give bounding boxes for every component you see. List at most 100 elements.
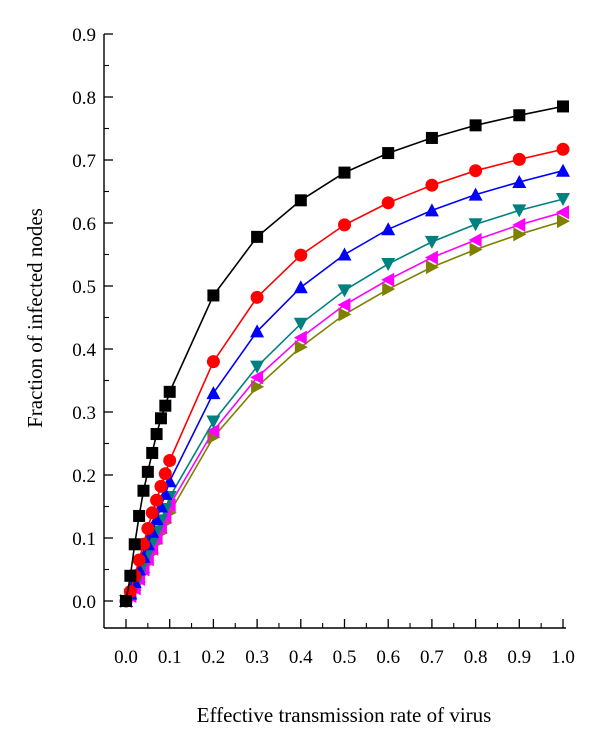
data-point <box>294 340 308 355</box>
data-point <box>293 330 307 345</box>
x-tick-label: 0.4 <box>289 647 313 668</box>
x-tick-label: 0.7 <box>420 647 444 668</box>
y-axis-title: Fraction of infected nodes <box>23 208 47 428</box>
data-point <box>424 203 439 217</box>
data-point <box>250 360 265 374</box>
data-point <box>120 595 132 607</box>
series-triangle-right <box>120 214 570 608</box>
x-axis-title: Effective transmission rate of virus <box>197 703 492 727</box>
data-point <box>128 538 141 551</box>
y-tick-label: 0.5 <box>72 277 96 298</box>
data-point <box>424 250 438 265</box>
data-point <box>425 260 439 275</box>
x-tick-label: 0.2 <box>202 647 226 668</box>
data-point <box>337 284 352 298</box>
y-tick-label: 0.8 <box>72 88 96 109</box>
y-tick-label: 0.4 <box>72 340 96 361</box>
data-point <box>132 553 146 567</box>
data-point <box>469 164 483 178</box>
series-line <box>125 169 564 602</box>
data-point <box>206 386 221 400</box>
data-point <box>512 204 527 218</box>
data-point <box>294 248 308 262</box>
data-point <box>469 119 482 132</box>
x-tick-label: 0.1 <box>158 647 182 668</box>
data-point <box>140 547 155 561</box>
data-point <box>294 194 307 207</box>
data-point <box>556 193 570 207</box>
data-point <box>124 569 137 582</box>
series-line <box>125 211 564 602</box>
data-point <box>150 493 164 507</box>
data-point <box>158 467 172 481</box>
series-line <box>125 105 564 602</box>
data-point <box>338 218 351 232</box>
x-tick-label: 0.0 <box>114 647 138 668</box>
x-tick-label: 0.9 <box>507 647 531 668</box>
data-point <box>150 428 163 441</box>
data-point <box>154 412 167 425</box>
data-point <box>206 415 221 429</box>
data-point <box>381 196 395 210</box>
y-tick-label: 0.0 <box>72 592 96 613</box>
data-point <box>154 479 168 493</box>
series-circle <box>119 142 570 608</box>
data-point <box>513 109 526 122</box>
data-point <box>512 175 527 189</box>
data-point <box>468 233 482 248</box>
data-point <box>338 307 352 322</box>
data-point <box>381 272 395 287</box>
data-point <box>133 509 146 522</box>
data-point <box>159 399 172 412</box>
data-point <box>425 178 439 192</box>
y-tick-label: 0.9 <box>72 25 96 46</box>
data-point <box>163 454 177 468</box>
x-tick-label: 1.0 <box>551 647 575 668</box>
data-point <box>146 446 159 459</box>
data-point <box>556 163 570 177</box>
data-point <box>141 465 154 478</box>
y-tick-label: 0.2 <box>72 466 96 487</box>
series-triangle-left <box>119 205 569 608</box>
data-point <box>556 205 569 220</box>
data-point <box>556 142 570 156</box>
data-point <box>512 152 526 166</box>
series-layer <box>119 100 570 608</box>
x-tick-label: 0.6 <box>376 647 400 668</box>
x-tick-label: 0.8 <box>464 647 488 668</box>
data-point <box>513 227 527 242</box>
data-point <box>382 147 395 160</box>
data-point <box>293 280 308 294</box>
data-point <box>337 297 351 312</box>
data-point <box>468 218 483 232</box>
data-point <box>141 522 155 536</box>
data-point <box>163 385 176 398</box>
y-tick-label: 0.6 <box>72 214 96 235</box>
data-point <box>512 217 526 232</box>
data-point <box>137 484 150 497</box>
data-point <box>557 100 569 113</box>
data-point <box>251 230 264 243</box>
data-point <box>250 370 264 385</box>
data-point <box>250 324 265 338</box>
y-tick-label: 0.1 <box>72 529 96 550</box>
data-point <box>468 187 483 201</box>
data-point <box>557 214 570 229</box>
x-tick-label: 0.5 <box>333 647 357 668</box>
data-point <box>251 379 265 394</box>
series-square <box>120 100 569 607</box>
data-point <box>206 423 220 438</box>
data-point <box>424 235 439 249</box>
data-point <box>381 257 396 271</box>
data-point <box>145 506 159 520</box>
y-tick-label: 0.3 <box>72 403 96 424</box>
y-tick-label: 0.7 <box>72 151 96 172</box>
data-point <box>206 355 220 369</box>
data-point <box>381 222 396 236</box>
data-point <box>293 317 308 331</box>
data-point <box>382 282 396 297</box>
data-point <box>250 290 264 304</box>
axes: 0.0 0.1 0.2 0.3 0.4 0.5 0.6 0.7 0.8 0.9 0.0 0.1 0.2 0… <box>72 25 575 668</box>
data-point <box>207 289 220 302</box>
